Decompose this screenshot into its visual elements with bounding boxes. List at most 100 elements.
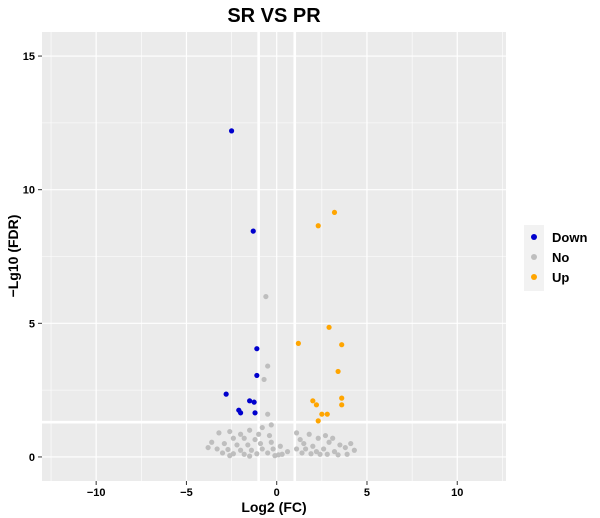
- point-no: [261, 376, 267, 383]
- point-no: [227, 428, 233, 435]
- x-tick-label: −5: [180, 487, 193, 499]
- legend-marker-up: [531, 274, 537, 280]
- y-tick-label: 10: [23, 185, 35, 197]
- point-up: [313, 402, 320, 408]
- point-no: [277, 443, 283, 449]
- point-no: [301, 440, 307, 447]
- point-down: [252, 410, 258, 416]
- point-no: [326, 439, 332, 445]
- point-no: [308, 451, 314, 457]
- point-no: [237, 431, 244, 437]
- point-down: [251, 399, 257, 405]
- point-no: [284, 449, 291, 455]
- legend-label-down: Down: [552, 230, 587, 245]
- point-up: [324, 411, 330, 417]
- point-no: [335, 452, 341, 458]
- y-axis-title: −Lg10 (FDR): [5, 215, 21, 298]
- point-no: [219, 450, 226, 456]
- point-no: [317, 451, 323, 457]
- point-no: [302, 446, 309, 452]
- data-points: [205, 128, 357, 459]
- legend-label-up: Up: [552, 270, 569, 285]
- point-no: [342, 444, 348, 451]
- point-no: [265, 363, 271, 369]
- point-no: [268, 439, 274, 445]
- point-no: [245, 442, 251, 448]
- point-no: [270, 446, 276, 452]
- point-no: [225, 446, 231, 453]
- point-up: [310, 398, 316, 404]
- point-no: [248, 447, 255, 453]
- point-no: [293, 430, 300, 436]
- x-tick-label: −10: [87, 487, 106, 499]
- x-axis-title: Log2 (FC): [241, 499, 306, 515]
- point-no: [330, 435, 336, 441]
- point-no: [259, 424, 265, 431]
- point-up: [331, 209, 338, 216]
- point-up: [315, 223, 321, 229]
- point-no: [252, 436, 258, 443]
- point-up: [326, 324, 332, 330]
- point-down: [254, 346, 260, 352]
- point-up: [339, 395, 345, 401]
- y-tick-label: 15: [23, 51, 35, 63]
- point-no: [257, 440, 264, 447]
- point-no: [324, 451, 330, 457]
- point-no: [230, 435, 236, 441]
- point-no: [254, 451, 260, 457]
- point-no: [214, 446, 220, 452]
- point-no: [259, 446, 265, 452]
- minor-gridlines: [42, 32, 506, 481]
- point-no: [265, 450, 271, 456]
- point-down: [237, 410, 244, 416]
- point-down: [228, 128, 235, 134]
- point-no: [297, 436, 303, 443]
- point-up: [335, 368, 341, 375]
- point-no: [293, 446, 300, 452]
- point-no: [268, 422, 274, 428]
- point-no: [266, 432, 273, 439]
- point-no: [216, 430, 222, 436]
- threshold-lines: [42, 32, 506, 481]
- point-up: [315, 418, 321, 424]
- point-no: [344, 451, 350, 457]
- point-up: [339, 402, 345, 408]
- point-no: [241, 451, 247, 457]
- point-no: [322, 432, 329, 439]
- point-up: [319, 411, 325, 417]
- point-no: [313, 449, 320, 455]
- point-no: [247, 427, 253, 433]
- point-no: [299, 450, 305, 456]
- point-no: [247, 453, 253, 459]
- point-down: [250, 228, 256, 234]
- axis-ticks: −10 −5 0 5 10 0 5 10 15: [23, 51, 464, 499]
- point-no: [263, 293, 269, 300]
- point-no: [306, 431, 312, 437]
- point-no: [241, 435, 247, 441]
- point-no: [221, 440, 227, 447]
- point-no: [209, 439, 215, 445]
- point-no: [265, 411, 271, 417]
- point-no: [237, 447, 244, 453]
- point-no: [227, 453, 233, 459]
- point-no: [321, 446, 327, 452]
- chart-title: SR VS PR: [227, 5, 321, 27]
- point-down: [223, 391, 229, 397]
- y-tick-label: 0: [29, 452, 35, 464]
- x-tick-label: 5: [364, 487, 370, 499]
- point-no: [310, 443, 316, 449]
- point-no: [331, 449, 338, 455]
- point-down: [254, 372, 260, 379]
- point-up: [339, 342, 345, 348]
- point-no: [337, 442, 343, 448]
- y-tick-label: 5: [29, 318, 35, 330]
- point-no: [256, 431, 262, 437]
- point-no: [315, 435, 321, 441]
- legend-marker-down: [531, 234, 537, 240]
- legend-marker-no: [531, 254, 537, 260]
- point-no: [234, 442, 240, 448]
- point-no: [348, 440, 354, 447]
- point-no: [205, 444, 211, 451]
- point-up: [295, 340, 301, 346]
